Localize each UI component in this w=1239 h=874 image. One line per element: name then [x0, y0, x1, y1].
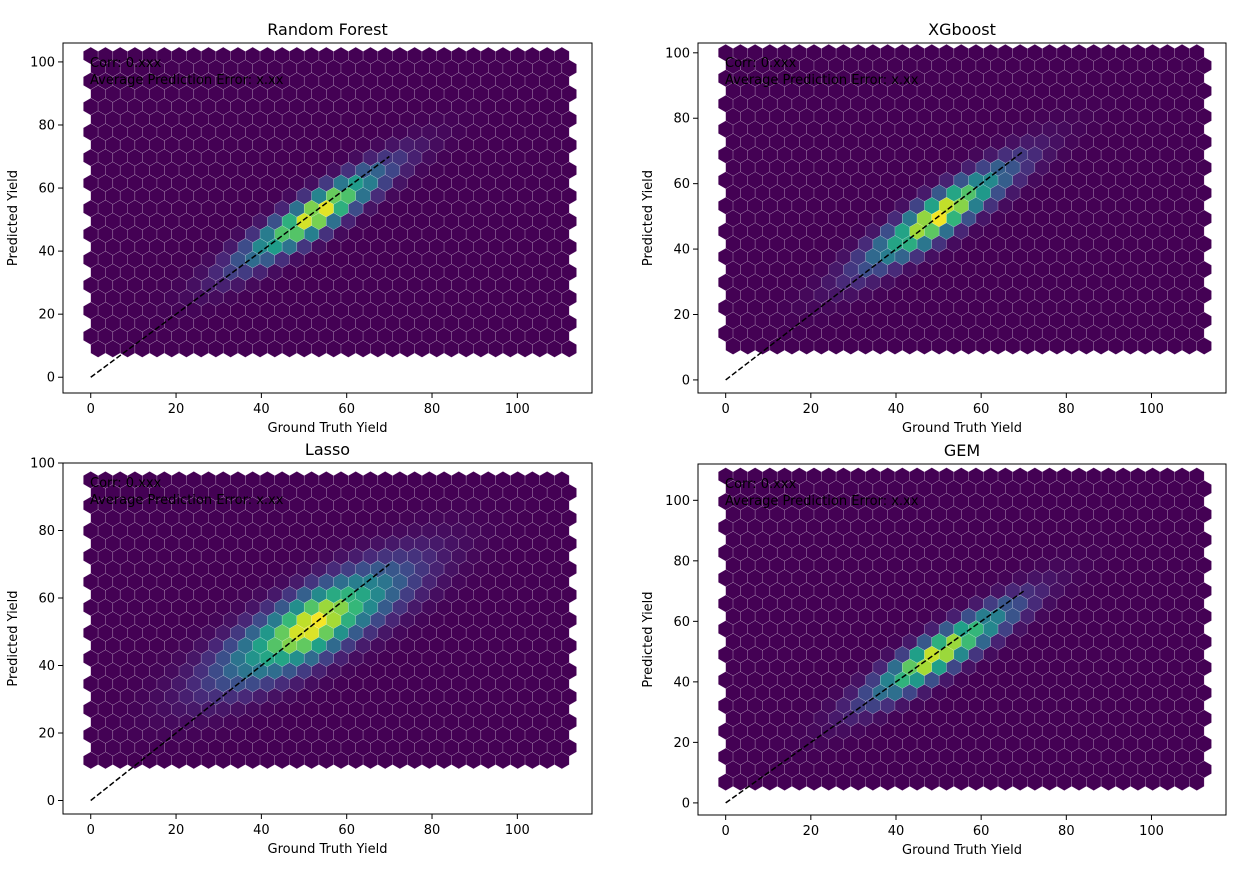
x-tick-label: 40	[253, 823, 270, 838]
chart-title: XGboost	[928, 20, 996, 39]
x-tick-label: 20	[803, 824, 820, 839]
y-tick-label: 40	[38, 659, 55, 674]
hexbin-cell	[1189, 773, 1205, 791]
panel-gem: Corr: 0.xxx Average Prediction Error: x.x…	[641, 441, 1227, 858]
chart-title: Random Forest	[267, 20, 387, 39]
axes-frame	[62, 42, 593, 394]
y-tick-label: 40	[38, 245, 55, 260]
annotation-line: Corr: 0.xxx	[90, 476, 162, 491]
annotation-line: Average Prediction Error: x.xx	[725, 73, 919, 88]
hexbin-cell	[1196, 337, 1212, 355]
x-tick-label: 20	[168, 402, 185, 417]
annotation-line: Corr: 0.xxx	[90, 56, 162, 71]
x-tick-label: 0	[722, 824, 730, 839]
x-tick-label: 40	[888, 402, 905, 417]
x-axis-label: Ground Truth Yield	[902, 421, 1022, 436]
x-tick-label: 40	[888, 824, 905, 839]
x-tick-label: 40	[253, 402, 270, 417]
annotation-line: Average Prediction Error: x.xx	[90, 73, 284, 88]
axes-frame	[62, 462, 593, 815]
y-tick-label: 80	[38, 524, 55, 539]
y-tick-label: 60	[673, 177, 690, 192]
x-tick-label: 80	[1058, 402, 1075, 417]
y-tick-label: 20	[673, 736, 690, 751]
x-tick-label: 100	[1139, 402, 1164, 417]
axes-frame	[697, 42, 1227, 394]
x-tick-label: 100	[505, 823, 530, 838]
annotation-line: Corr: 0.xxx	[725, 477, 797, 492]
x-tick-label: 80	[424, 402, 441, 417]
x-tick-label: 20	[803, 402, 820, 417]
hexbin-grid	[83, 46, 577, 358]
hexbin-cell	[561, 340, 577, 358]
y-tick-label: 20	[673, 308, 690, 323]
y-axis-label: Predicted Yield	[6, 170, 21, 266]
y-axis-label: Predicted Yield	[6, 590, 21, 686]
x-tick-label: 80	[424, 823, 441, 838]
y-tick-label: 0	[682, 796, 690, 811]
panel-random-forest: Corr: 0.xxx Average Prediction Error: x.x…	[6, 20, 593, 436]
x-tick-label: 0	[87, 402, 95, 417]
y-tick-label: 40	[673, 675, 690, 690]
hexbin-grid	[718, 44, 1212, 355]
reference-line	[90, 563, 390, 802]
y-tick-label: 100	[30, 55, 55, 70]
annotation-line: Average Prediction Error: x.xx	[90, 493, 284, 508]
hexbin-grid	[83, 471, 577, 770]
y-tick-label: 100	[665, 46, 690, 61]
y-tick-label: 60	[38, 592, 55, 607]
y-tick-label: 80	[38, 118, 55, 133]
y-tick-label: 20	[38, 308, 55, 323]
y-tick-label: 0	[682, 373, 690, 388]
y-tick-label: 0	[47, 794, 55, 809]
axes-frame	[697, 463, 1227, 816]
x-tick-label: 60	[338, 402, 355, 417]
x-tick-label: 100	[1139, 824, 1164, 839]
y-tick-label: 80	[673, 554, 690, 569]
y-tick-label: 60	[673, 615, 690, 630]
y-tick-label: 40	[673, 243, 690, 258]
x-tick-label: 0	[722, 402, 730, 417]
hexbin-grid	[718, 467, 1212, 791]
x-tick-label: 60	[973, 402, 990, 417]
annotation-line: Average Prediction Error: x.xx	[725, 494, 919, 509]
reference-line	[725, 590, 1025, 804]
reference-line	[90, 155, 390, 378]
reference-line	[725, 150, 1025, 381]
chart-title: Lasso	[305, 440, 350, 459]
x-axis-label: Ground Truth Yield	[268, 421, 388, 436]
y-tick-label: 20	[38, 727, 55, 742]
y-tick-label: 80	[673, 112, 690, 127]
x-tick-label: 60	[338, 823, 355, 838]
annotation-line: Corr: 0.xxx	[725, 56, 797, 71]
y-tick-label: 0	[47, 371, 55, 386]
x-tick-label: 0	[87, 823, 95, 838]
y-axis-label: Predicted Yield	[641, 591, 656, 687]
y-tick-label: 100	[665, 494, 690, 509]
x-tick-label: 100	[505, 402, 530, 417]
x-tick-label: 20	[168, 823, 185, 838]
hexbin-cell	[554, 751, 570, 770]
y-axis-label: Predicted Yield	[641, 170, 656, 266]
panel-lasso: Corr: 0.xxx Average Prediction Error: x.x…	[6, 440, 593, 857]
chart-title: GEM	[944, 441, 980, 460]
y-tick-label: 100	[30, 457, 55, 472]
x-tick-label: 60	[973, 824, 990, 839]
y-tick-label: 60	[38, 182, 55, 197]
panel-xgboost: Corr: 0.xxx Average Prediction Error: x.x…	[641, 20, 1227, 436]
x-tick-label: 80	[1058, 824, 1075, 839]
x-axis-label: Ground Truth Yield	[268, 842, 388, 857]
x-axis-label: Ground Truth Yield	[902, 843, 1022, 858]
